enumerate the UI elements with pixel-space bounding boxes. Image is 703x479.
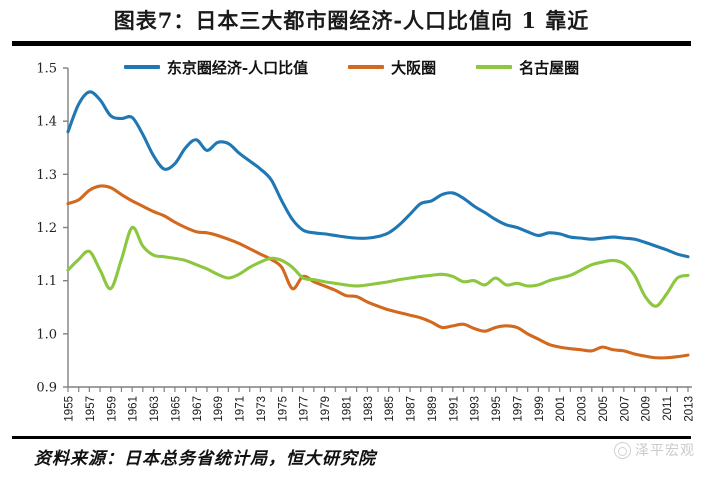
y-axis-tick-label: 1.2 <box>36 221 57 236</box>
legend-item-osaka: 大阪圈 <box>348 57 436 78</box>
y-axis-tick-label: 0.9 <box>36 381 57 396</box>
x-axis-tick-label: 2005 <box>598 396 610 422</box>
y-axis-tick-label: 1.3 <box>36 168 57 183</box>
x-axis-tick-label: 2011 <box>662 396 674 421</box>
legend-item-tokyo: 东京圈经济-人口比值 <box>123 57 309 78</box>
y-axis-tick-label: 1.4 <box>36 115 57 130</box>
x-axis-tick-label: 1979 <box>320 396 332 422</box>
series-line-tokyo <box>66 90 690 259</box>
title-divider-top <box>12 41 691 46</box>
x-axis-tick-label: 2009 <box>641 396 653 422</box>
legend-swatch-osaka <box>348 65 385 69</box>
x-axis-tick-label: 1961 <box>128 396 140 422</box>
x-axis-tick-label: 1963 <box>149 396 161 422</box>
chart-legend: 东京圈经济-人口比值 大阪圈 名古屋圈 <box>0 55 703 79</box>
x-axis-tick-label: 1973 <box>256 396 268 422</box>
legend-swatch-nagoya <box>476 65 513 69</box>
x-axis-tick-label: 1975 <box>277 396 289 422</box>
watermark-label: 泽平宏观 <box>635 443 695 459</box>
data-series-group <box>66 90 690 360</box>
x-axis-tick-label: 1981 <box>341 396 353 422</box>
figure-title: 图表7：日本三大都市圈经济-人口比值向 1 靠近 <box>113 8 590 33</box>
line-chart-svg: 0.91.01.11.21.31.41.5 1955 1957 1959 1961 19… <box>36 62 696 422</box>
x-axis-tick-label: 1957 <box>85 396 97 422</box>
x-axis-tick-label: 1971 <box>235 396 247 422</box>
x-axis: 1955 1957 1959 1961 1963 1965 1967 1969 1971 1973… <box>64 386 696 422</box>
series-line-nagoya <box>66 225 690 308</box>
x-axis-tick-label: 2007 <box>619 396 631 422</box>
legend-label-nagoya: 名古屋圈 <box>519 58 580 77</box>
legend-swatch-tokyo <box>123 65 160 69</box>
x-axis-tick-label: 2003 <box>577 396 589 422</box>
legend-label-osaka: 大阪圈 <box>391 58 437 77</box>
x-axis-tick-label: 2013 <box>684 396 696 422</box>
x-axis-tick-label: 1997 <box>512 396 524 422</box>
y-axis-tick-label: 1.5 <box>36 62 57 77</box>
x-axis-tick-label: 2001 <box>555 396 567 422</box>
plot-area: 0.9 1.0 1.1 1.2 1.3 1.4 1.5 1955 1957 1959 1961 19… <box>0 60 703 435</box>
source-note: 资料来源：日本总务省统计局，恒大研究院 <box>34 449 376 469</box>
x-axis-tick-label: 1959 <box>106 396 118 422</box>
x-axis-tick-label: 1955 <box>64 396 76 422</box>
x-axis-tick-label: 1969 <box>213 396 225 422</box>
x-axis-tick-label: 1967 <box>192 396 204 422</box>
y-axis-tick-label: 1.0 <box>36 327 57 342</box>
legend-label-tokyo: 东京圈经济-人口比值 <box>166 58 309 77</box>
watermark: 泽平宏观 <box>614 440 695 460</box>
x-axis-tick-label: 1977 <box>299 396 311 422</box>
legend-item-nagoya: 名古屋圈 <box>476 57 579 78</box>
x-axis-tick-label: 1995 <box>491 396 503 422</box>
source-divider-bottom <box>12 436 691 439</box>
x-axis-tick-label: 1965 <box>170 396 182 422</box>
y-axis-tick-label: 1.1 <box>36 274 57 289</box>
x-axis-tick-label: 1991 <box>448 396 460 422</box>
x-axis-tick-label: 1985 <box>384 396 396 422</box>
circle-logo-icon <box>614 441 631 459</box>
x-axis-tick-label: 1993 <box>470 396 482 422</box>
x-axis-tick-label: 1999 <box>534 396 546 422</box>
y-axis: 0.9 1.0 1.1 1.2 1.3 1.4 1.5 <box>36 62 69 396</box>
x-axis-tick-label: 1989 <box>427 396 439 422</box>
x-axis-tick-label: 1987 <box>406 396 418 422</box>
series-line-osaka <box>66 184 690 360</box>
x-axis-tick-label: 1983 <box>363 396 375 422</box>
